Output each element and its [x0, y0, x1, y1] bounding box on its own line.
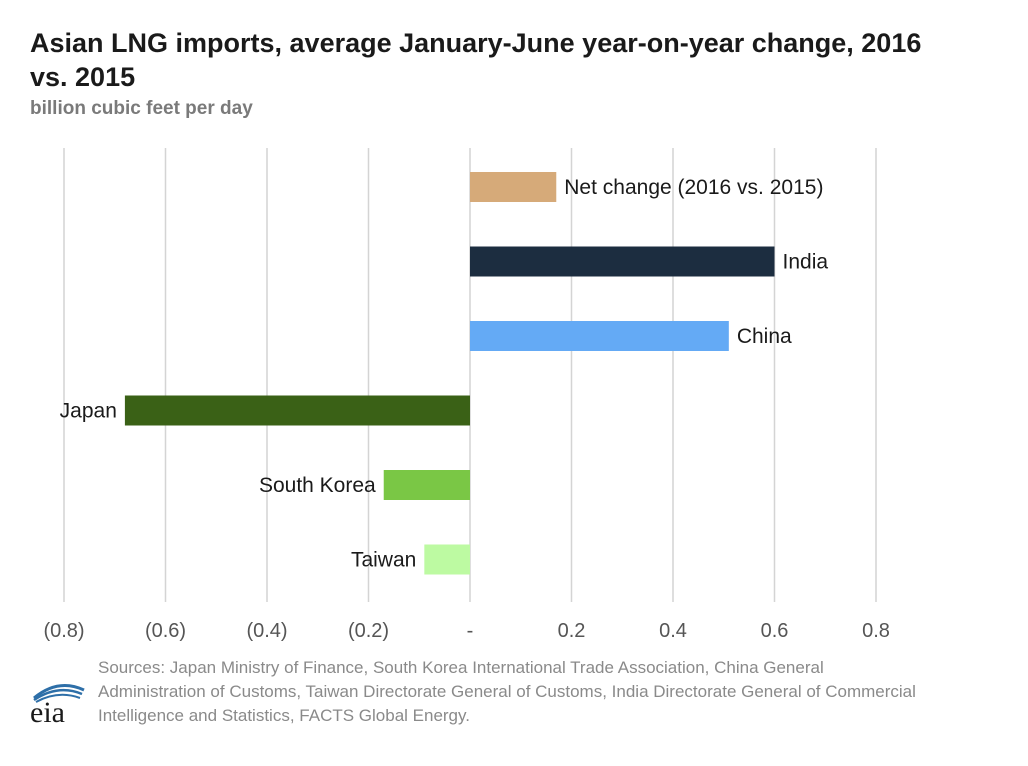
x-tick-label: 0.6 — [761, 620, 789, 642]
x-tick-label: (0.6) — [145, 620, 186, 642]
bar — [470, 246, 775, 277]
bar-category-label: South Korea — [259, 474, 376, 497]
eia-logo-icon: eia — [30, 684, 85, 728]
x-tick-label: - — [467, 620, 474, 642]
x-tick-label: (0.8) — [43, 620, 84, 642]
bar — [470, 321, 729, 351]
chart-subtitle: billion cubic feet per day — [30, 98, 253, 119]
bar-category-label: Japan — [60, 400, 117, 423]
bar-category-label: China — [737, 325, 792, 348]
bar — [470, 172, 557, 202]
bar-category-label: India — [783, 251, 829, 274]
bar — [383, 470, 470, 500]
x-tick-label: 0.8 — [862, 620, 890, 642]
sources-note: Sources: Japan Ministry of Finance, Sout… — [98, 658, 916, 725]
bar — [124, 395, 471, 426]
x-tick-label: (0.4) — [246, 620, 287, 642]
svg-text:eia: eia — [30, 696, 65, 728]
bar — [424, 544, 470, 575]
x-tick-label: 0.2 — [558, 620, 586, 642]
x-tick-label: (0.2) — [348, 620, 389, 642]
bar-category-label: Taiwan — [351, 549, 416, 572]
x-tick-label: 0.4 — [659, 620, 687, 642]
chart-title: Asian LNG imports, average January-June … — [30, 28, 922, 92]
bar-category-label: Net change (2016 vs. 2015) — [564, 176, 823, 199]
